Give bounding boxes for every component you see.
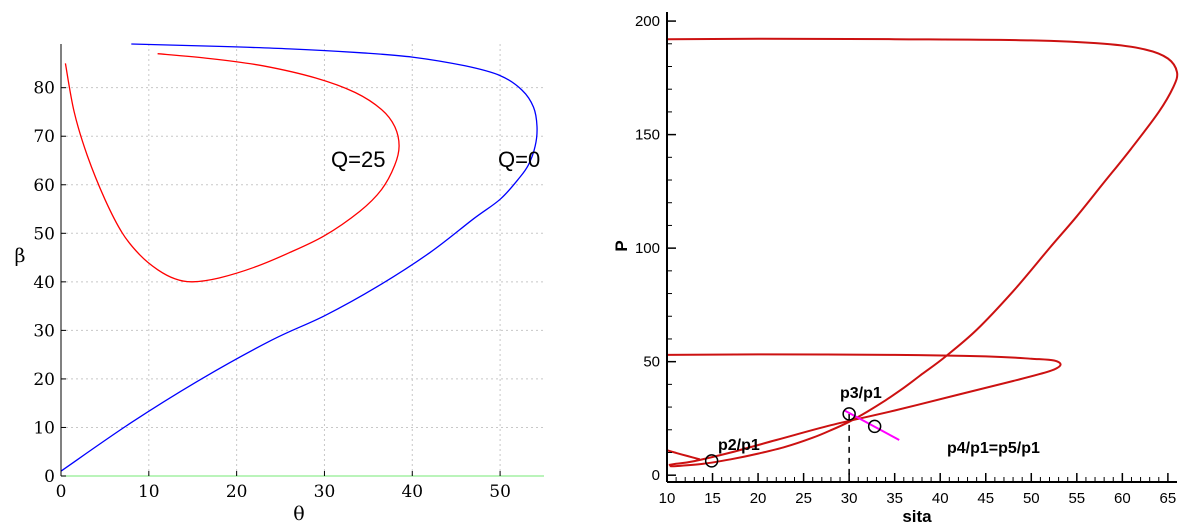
left-y-tick-label: 20	[33, 370, 55, 390]
right-y-tick-label: 0	[652, 467, 660, 484]
left-x-tick-label: 50	[489, 482, 511, 502]
right-y-tick-label: 100	[635, 240, 660, 257]
right-series-line-0	[666, 37, 1179, 468]
left-x-tick-label: 40	[401, 482, 423, 502]
right-y-tick-label: 200	[635, 13, 660, 30]
right-x-tick-label: 30	[841, 490, 858, 507]
left-x-tick-label: 30	[314, 482, 336, 502]
left-x-axis-label: θ	[293, 503, 304, 524]
left-y-tick-label: 60	[33, 176, 55, 196]
left-grid	[61, 44, 544, 476]
annotation-p3p1: p3/p1	[840, 385, 882, 402]
point-marker-1	[842, 407, 856, 421]
left-y-tick-label: 50	[33, 224, 55, 244]
left-series-line-0	[60, 43, 538, 472]
right-axes	[666, 12, 1177, 483]
annotation-p4p1-p5p1: p4/p1=p5/p1	[947, 440, 1040, 457]
annotation-q0: Q=0	[498, 147, 540, 172]
right-x-tick-label: 35	[886, 490, 903, 507]
left-series-line-1	[64, 53, 400, 283]
left-x-tick-label: 0	[56, 482, 67, 502]
annotation-p2p1: p2/p1	[718, 437, 760, 454]
right-y-tick-label: 150	[635, 127, 660, 144]
right-x-tick-label: 25	[795, 490, 812, 507]
right-chart: 10 15 20 25 30 35 40 45 50 55 60 65 0 50 100 150 200 sit…	[612, 12, 1179, 524]
right-x-tick-label: 55	[1068, 490, 1085, 507]
right-series-line-2	[666, 449, 701, 461]
right-x-tick-label: 65	[1160, 490, 1177, 507]
right-x-tick-label: 20	[750, 490, 767, 507]
left-y-axis-label: β	[15, 245, 26, 267]
right-x-tick-label: 40	[932, 490, 949, 507]
left-y-tick-label: 80	[33, 79, 55, 99]
left-y-tick-label: 30	[33, 321, 55, 341]
right-extras	[704, 407, 900, 482]
point-marker-2	[867, 419, 882, 434]
left-axes	[60, 44, 544, 477]
right-x-tick-label: 60	[1114, 490, 1131, 507]
right-series-group	[666, 37, 1179, 468]
left-tick-labels: 0 10 20 30 40 50 0 10 20 30 40 50 60 70 80	[33, 79, 511, 502]
right-x-tick-label: 15	[704, 490, 721, 507]
right-x-tick-label: 45	[977, 490, 994, 507]
left-chart: 0 10 20 30 40 50 0 10 20 30 40 50 60 70 80 θ β Q=25 Q=…	[15, 43, 544, 524]
annotation-q25: Q=25	[331, 147, 385, 172]
point-marker-0	[704, 454, 719, 468]
left-plot-area	[61, 44, 544, 476]
right-y-axis-label: P	[612, 240, 631, 251]
right-x-tick-label: 50	[1023, 490, 1040, 507]
left-y-tick-label: 40	[33, 273, 55, 293]
right-x-tick-label: 10	[659, 490, 676, 507]
right-x-axis-label: sita	[902, 507, 932, 524]
left-x-tick-label: 10	[138, 482, 160, 502]
left-x-tick-label: 20	[226, 482, 248, 502]
right-y-tick-label: 50	[643, 354, 660, 371]
left-y-tick-label: 10	[33, 418, 55, 438]
magenta-segment	[844, 409, 900, 441]
left-series-group	[60, 43, 538, 472]
left-y-tick-label: 0	[44, 467, 55, 487]
left-y-tick-label: 70	[33, 127, 55, 147]
right-series-line-1	[666, 353, 1062, 466]
right-tick-labels: 10 15 20 25 30 35 40 45 50 55 60 65 0 50 100 150 200	[635, 13, 1176, 507]
